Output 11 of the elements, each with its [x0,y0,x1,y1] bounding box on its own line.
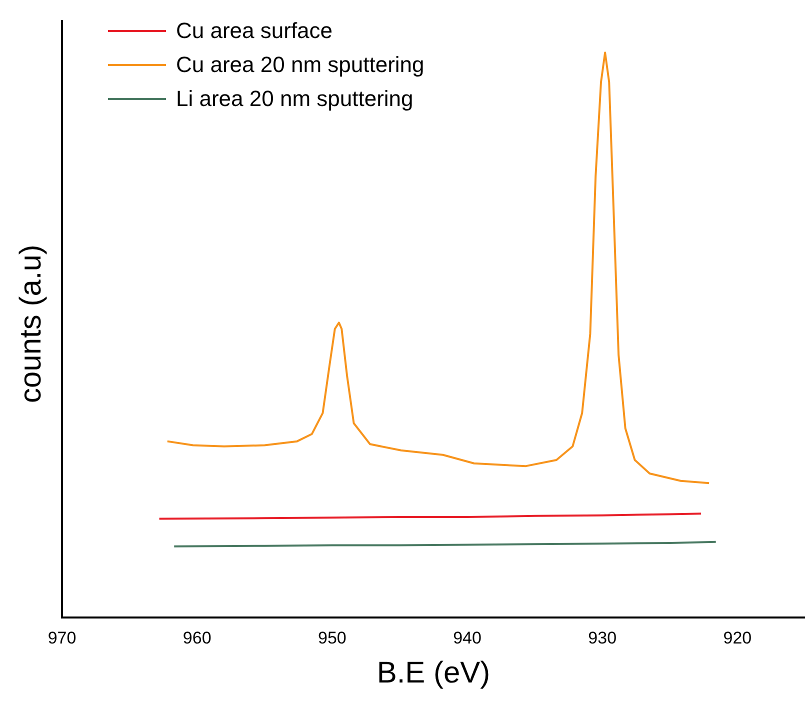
x-tick-label: 930 [588,628,617,648]
legend-label: Li area 20 nm sputtering [176,85,414,113]
x-axis-title: B.E (eV) [376,656,490,690]
y-axis-title: counts (a.u) [14,244,48,404]
legend-label: Cu area 20 nm sputtering [176,51,424,79]
x-tick-label: 940 [453,628,482,648]
x-tick-label: 970 [48,628,76,648]
x-tick-label: 960 [182,628,212,648]
legend-label: Cu area surface [176,17,333,45]
x-tick-label: 950 [318,628,346,648]
x-tick-label: 920 [723,628,752,648]
